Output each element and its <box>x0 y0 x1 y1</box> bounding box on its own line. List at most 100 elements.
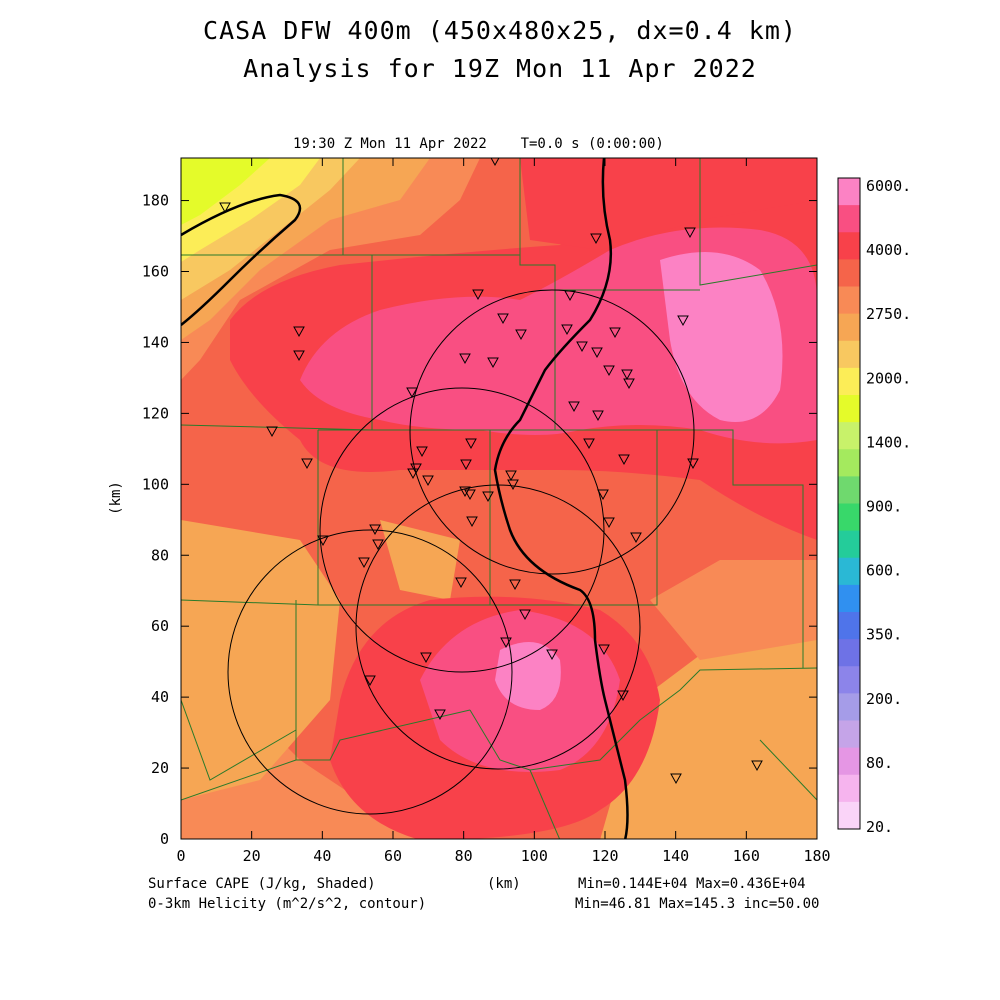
y-tick-label: 20 <box>151 759 169 777</box>
station-marker <box>364 675 376 687</box>
colorbar-label: 900. <box>866 498 902 516</box>
station-marker <box>561 324 573 336</box>
station-marker <box>487 357 499 369</box>
station-marker <box>358 557 370 569</box>
x-tick-label: 100 <box>521 847 548 865</box>
station-marker <box>592 410 604 422</box>
colorbar-swatch <box>838 395 860 423</box>
station-marker <box>751 760 763 772</box>
station-marker <box>407 468 419 480</box>
x-tick-label: 60 <box>384 847 402 865</box>
station-marker <box>630 532 642 544</box>
station-marker <box>617 690 629 702</box>
colorbar-label: 600. <box>866 562 902 580</box>
station-marker <box>460 459 472 471</box>
station-marker <box>482 491 494 503</box>
colorbar: 6000. 4000. 2750. 2000. 1400. 900. 600. 350. 200… <box>837 177 911 836</box>
station-marker <box>455 577 467 589</box>
shaded-field-stats: Min=0.144E+04 Max=0.436E+04 <box>578 876 806 892</box>
x-tick-label: 40 <box>313 847 331 865</box>
colorbar-label: 20. <box>866 818 893 836</box>
station-marker <box>472 289 484 301</box>
colorbar-swatch <box>838 720 860 749</box>
y-tick-label: 160 <box>142 263 169 281</box>
colorbar-swatch <box>838 422 860 450</box>
colorbar-label: 2000. <box>866 369 911 387</box>
y-axis: 0 20 40 60 80 100 120 140 160 180 <box>142 192 817 848</box>
station-marker <box>597 489 609 501</box>
helicity-contours <box>181 158 695 839</box>
station-marker <box>369 524 381 536</box>
station-marker <box>459 486 471 498</box>
y-tick-label: 140 <box>142 333 169 351</box>
colorbar-swatch <box>838 286 860 315</box>
colorbar-swatch <box>838 612 860 640</box>
x-axis: 0 20 40 60 80 100 120 140 160 180 <box>176 158 831 865</box>
colorbar-label: 200. <box>866 690 902 708</box>
county-boundaries <box>181 158 817 839</box>
y-tick-label: 120 <box>142 404 169 422</box>
station-marker <box>618 454 630 466</box>
station-marker <box>317 535 329 547</box>
station-marker <box>490 158 500 167</box>
map-frame <box>180 157 818 840</box>
station-marker <box>372 539 384 551</box>
colorbar-swatch <box>838 313 860 342</box>
station-marker <box>687 458 699 470</box>
station-marker <box>420 652 432 664</box>
colorbar-swatch <box>838 340 860 369</box>
y-axis-label: (km) <box>108 481 124 515</box>
colorbar-swatch <box>838 503 860 532</box>
colorbar-swatch <box>838 205 860 233</box>
x-tick-label: 80 <box>455 847 473 865</box>
station-marker <box>576 341 588 353</box>
station-marker <box>219 202 231 214</box>
contour-field-stats: Min=46.81 Max=145.3 inc=50.00 <box>575 896 820 912</box>
station-marker <box>677 315 689 327</box>
colorbar-label: 1400. <box>866 433 911 451</box>
station-marker <box>293 350 305 362</box>
station-marker <box>515 329 527 341</box>
colorbar-label: 2750. <box>866 305 911 323</box>
y-tick-label: 0 <box>160 830 169 848</box>
station-marker <box>301 458 313 470</box>
station-marker <box>422 475 434 487</box>
valid-time: 19:30 Z Mon 11 Apr 2022 T=0.0 s (0:00:00… <box>293 136 664 152</box>
station-marker <box>591 347 603 359</box>
contour-field-label: 0-3km Helicity (m^2/s^2, contour) <box>148 896 427 912</box>
y-tick-label: 60 <box>151 617 169 635</box>
station-marker <box>519 609 531 621</box>
colorbar-swatch <box>838 584 860 613</box>
colorbar-swatch <box>838 232 860 260</box>
colorbar-swatch <box>838 178 860 206</box>
colorbar-swatch <box>838 530 860 559</box>
station-marker <box>568 401 580 413</box>
x-tick-label: 140 <box>662 847 689 865</box>
station-marker <box>583 438 595 450</box>
colorbar-swatch <box>838 774 860 803</box>
colorbar-swatch <box>838 639 860 667</box>
shaded-field-label: Surface CAPE (J/kg, Shaded) <box>148 876 376 892</box>
x-tick-label: 160 <box>733 847 760 865</box>
y-tick-label: 40 <box>151 688 169 706</box>
station-marker <box>505 470 517 482</box>
station-marker <box>466 516 478 528</box>
station-markers <box>219 158 763 785</box>
colorbar-swatch <box>838 557 860 586</box>
station-marker <box>500 637 512 649</box>
colorbar-swatch <box>838 367 860 396</box>
station-marker <box>609 327 621 339</box>
plot-subtitle: Analysis for 19Z Mon 11 Apr 2022 <box>243 54 757 83</box>
x-tick-label: 0 <box>176 847 185 865</box>
x-tick-label: 120 <box>591 847 618 865</box>
station-marker <box>684 227 696 239</box>
colorbar-swatch <box>838 693 860 721</box>
station-marker <box>670 773 682 785</box>
colorbar-label: 350. <box>866 626 902 644</box>
station-marker <box>497 313 509 325</box>
x-tick-label: 180 <box>803 847 830 865</box>
y-tick-label: 180 <box>142 192 169 210</box>
colorbar-swatch <box>838 476 860 504</box>
station-marker <box>590 233 602 245</box>
